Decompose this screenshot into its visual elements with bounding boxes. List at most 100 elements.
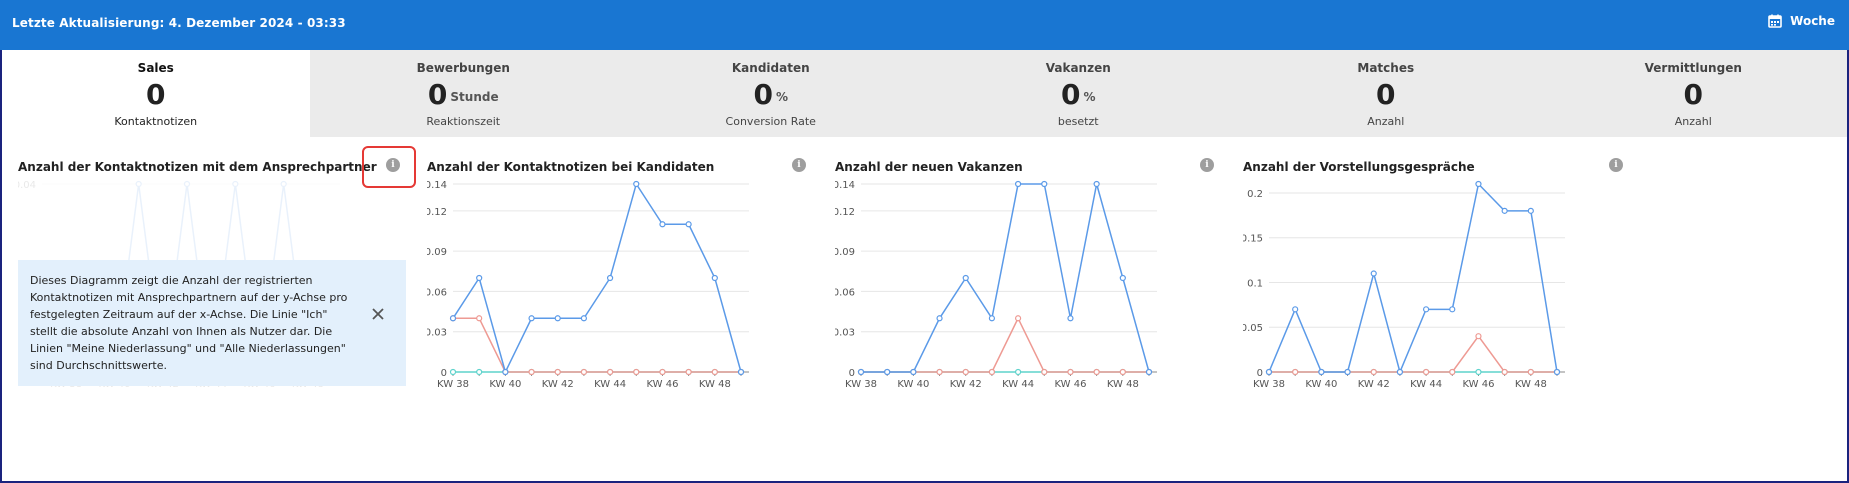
data-point[interactable] xyxy=(1449,306,1456,313)
data-point[interactable] xyxy=(449,315,457,322)
data-point[interactable] xyxy=(554,315,561,322)
data-point[interactable] xyxy=(1041,180,1048,188)
chart-panel-interviews: Anzahl der Vorstellungsgespräche i IchMe… xyxy=(1243,150,1651,450)
data-point[interactable] xyxy=(476,315,483,322)
data-point[interactable] xyxy=(737,368,745,376)
data-point[interactable] xyxy=(962,274,969,282)
period-week-button[interactable]: Woche xyxy=(1768,14,1835,28)
data-point[interactable] xyxy=(1370,368,1377,376)
data-point[interactable] xyxy=(1501,207,1508,214)
tab-sales[interactable]: Sales 0 Kontaktnotizen xyxy=(2,50,310,137)
data-point[interactable] xyxy=(962,368,969,376)
close-icon[interactable] xyxy=(370,306,386,322)
x-tick-label: KW 44 xyxy=(1002,379,1034,390)
data-point[interactable] xyxy=(936,315,943,322)
x-tick-label: KW 42 xyxy=(950,379,982,390)
data-point[interactable] xyxy=(1014,315,1022,322)
data-point[interactable] xyxy=(1475,333,1482,340)
data-point[interactable] xyxy=(936,368,943,376)
data-point[interactable] xyxy=(633,368,640,376)
y-tick-label: 0.04 xyxy=(18,180,36,191)
data-point[interactable] xyxy=(580,315,588,322)
data-point[interactable] xyxy=(857,368,865,376)
data-point[interactable] xyxy=(1396,368,1404,376)
data-point[interactable] xyxy=(135,180,142,188)
data-point[interactable] xyxy=(633,180,640,188)
info-icon[interactable]: i xyxy=(1609,158,1623,172)
info-icon[interactable]: i xyxy=(792,158,806,172)
data-point[interactable] xyxy=(1422,368,1430,376)
data-point[interactable] xyxy=(1449,368,1456,376)
data-point[interactable] xyxy=(1093,180,1100,188)
data-point[interactable] xyxy=(280,180,287,188)
data-point[interactable] xyxy=(1527,207,1534,214)
tab-label: Bewerbungen xyxy=(416,61,510,75)
x-tick-label: KW 38 xyxy=(1253,379,1285,390)
data-point[interactable] xyxy=(659,368,666,376)
data-point[interactable] xyxy=(476,274,483,282)
data-point[interactable] xyxy=(988,315,996,322)
chart-body: IchMeine NiederlassungAlle Niederlassung… xyxy=(835,180,1157,390)
data-point[interactable] xyxy=(1370,270,1377,277)
tab-matches[interactable]: Matches 0 Anzahl xyxy=(1232,50,1540,137)
y-tick-label: 0.2 xyxy=(1247,189,1263,200)
data-point[interactable] xyxy=(554,368,561,376)
data-point[interactable] xyxy=(711,368,718,376)
data-point[interactable] xyxy=(1318,368,1325,376)
data-point[interactable] xyxy=(659,221,666,228)
data-point[interactable] xyxy=(1067,368,1074,376)
data-point[interactable] xyxy=(685,221,692,228)
info-icon[interactable]: i xyxy=(386,158,400,172)
data-point[interactable] xyxy=(449,368,457,376)
data-point[interactable] xyxy=(1093,368,1100,376)
data-point[interactable] xyxy=(1119,274,1126,282)
data-point[interactable] xyxy=(606,368,614,376)
tab-vakanzen[interactable]: Vakanzen 0% besetzt xyxy=(925,50,1233,137)
tab-label: Kandidaten xyxy=(731,61,810,75)
data-point[interactable] xyxy=(1501,368,1508,376)
data-point[interactable] xyxy=(476,368,483,376)
series-line xyxy=(861,183,1150,373)
chart-title: Anzahl der Kontaktnotizen mit dem Anspre… xyxy=(18,160,377,174)
data-point[interactable] xyxy=(1344,368,1351,376)
info-icon[interactable]: i xyxy=(1200,158,1214,172)
data-point[interactable] xyxy=(1145,368,1153,376)
x-tick-label: KW 40 xyxy=(1305,379,1337,390)
data-point[interactable] xyxy=(1553,368,1561,376)
tab-bewerbungen[interactable]: Bewerbungen 0 Stunde Reaktionszeit xyxy=(310,50,618,137)
data-point[interactable] xyxy=(685,368,692,376)
x-tick-label: KW 48 xyxy=(1515,379,1547,390)
data-point[interactable] xyxy=(1014,180,1022,188)
data-point[interactable] xyxy=(1422,306,1430,313)
data-point[interactable] xyxy=(183,180,191,188)
data-point[interactable] xyxy=(1014,368,1022,376)
data-point[interactable] xyxy=(1119,368,1126,376)
data-point[interactable] xyxy=(1067,315,1074,322)
y-tick-label: 0.14 xyxy=(835,180,855,191)
data-point[interactable] xyxy=(910,368,917,376)
data-point[interactable] xyxy=(1265,368,1273,376)
data-point[interactable] xyxy=(1527,368,1534,376)
data-point[interactable] xyxy=(528,368,535,376)
data-point[interactable] xyxy=(884,368,891,376)
data-point[interactable] xyxy=(711,274,718,282)
data-point[interactable] xyxy=(1041,368,1048,376)
data-point[interactable] xyxy=(502,368,509,376)
data-point[interactable] xyxy=(606,274,614,282)
x-tick-label: KW 48 xyxy=(699,379,731,390)
x-tick-label: KW 40 xyxy=(489,379,521,390)
data-point[interactable] xyxy=(1292,306,1299,313)
tab-sublabel: Kontaktnotizen xyxy=(114,115,198,128)
series-line xyxy=(861,316,1149,373)
data-point[interactable] xyxy=(1475,368,1482,376)
data-point[interactable] xyxy=(1475,180,1482,188)
data-point[interactable] xyxy=(1292,368,1299,376)
data-point[interactable] xyxy=(528,315,535,322)
data-point[interactable] xyxy=(988,368,996,376)
y-tick-label: 0.05 xyxy=(1243,323,1263,334)
tab-vermittlungen[interactable]: Vermittlungen 0 Anzahl xyxy=(1540,50,1848,137)
tab-kandidaten[interactable]: Kandidaten 0% Conversion Rate xyxy=(617,50,925,137)
data-point[interactable] xyxy=(232,180,239,188)
data-point[interactable] xyxy=(580,368,588,376)
y-tick-label: 0 xyxy=(441,368,447,379)
